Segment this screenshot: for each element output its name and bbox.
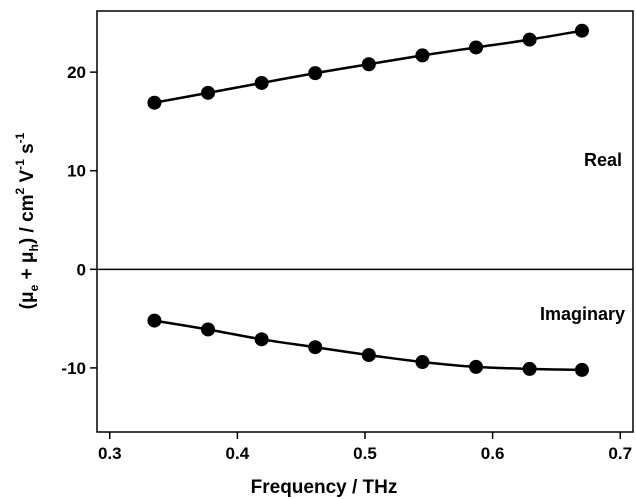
data-point	[308, 340, 323, 355]
x-tick-label: 0.5	[353, 444, 377, 463]
series-imaginary	[147, 313, 589, 377]
annotation-imaginary: Imaginary	[540, 304, 625, 324]
x-tick-label: 0.7	[608, 444, 632, 463]
series-group	[147, 23, 589, 377]
annotation-real: Real	[584, 150, 622, 170]
data-point	[254, 332, 269, 347]
data-point	[361, 57, 376, 72]
data-point	[574, 362, 589, 377]
data-point	[308, 66, 323, 81]
data-point	[147, 313, 162, 328]
x-axis-ticks: 0.3 0.4 0.5 0.6 0.7	[98, 432, 632, 463]
data-point	[201, 322, 216, 337]
series-line	[154, 319, 582, 372]
series-real	[147, 23, 589, 110]
y-tick-label: 20	[67, 63, 86, 82]
y-axis-title: (μe + μh) / cm2 V-1 s-1	[13, 132, 41, 309]
data-point	[469, 40, 484, 55]
data-point	[147, 95, 162, 110]
data-point	[361, 348, 376, 363]
y-tick-label: -10	[61, 359, 86, 378]
x-tick-label: 0.4	[226, 444, 250, 463]
data-point	[522, 32, 537, 47]
x-tick-label: 0.6	[481, 444, 505, 463]
data-point	[415, 48, 430, 63]
y-tick-label: 10	[67, 162, 86, 181]
data-point	[522, 361, 537, 376]
data-point	[201, 85, 216, 100]
y-axis-ticks: -10 0 10 20	[61, 63, 97, 378]
data-point	[254, 75, 269, 90]
y-tick-label: 0	[77, 260, 86, 279]
x-tick-label: 0.3	[98, 444, 122, 463]
data-point	[574, 23, 589, 38]
x-axis-title: Frequency / THz	[251, 477, 398, 498]
data-point	[415, 354, 430, 369]
data-point	[469, 359, 484, 374]
